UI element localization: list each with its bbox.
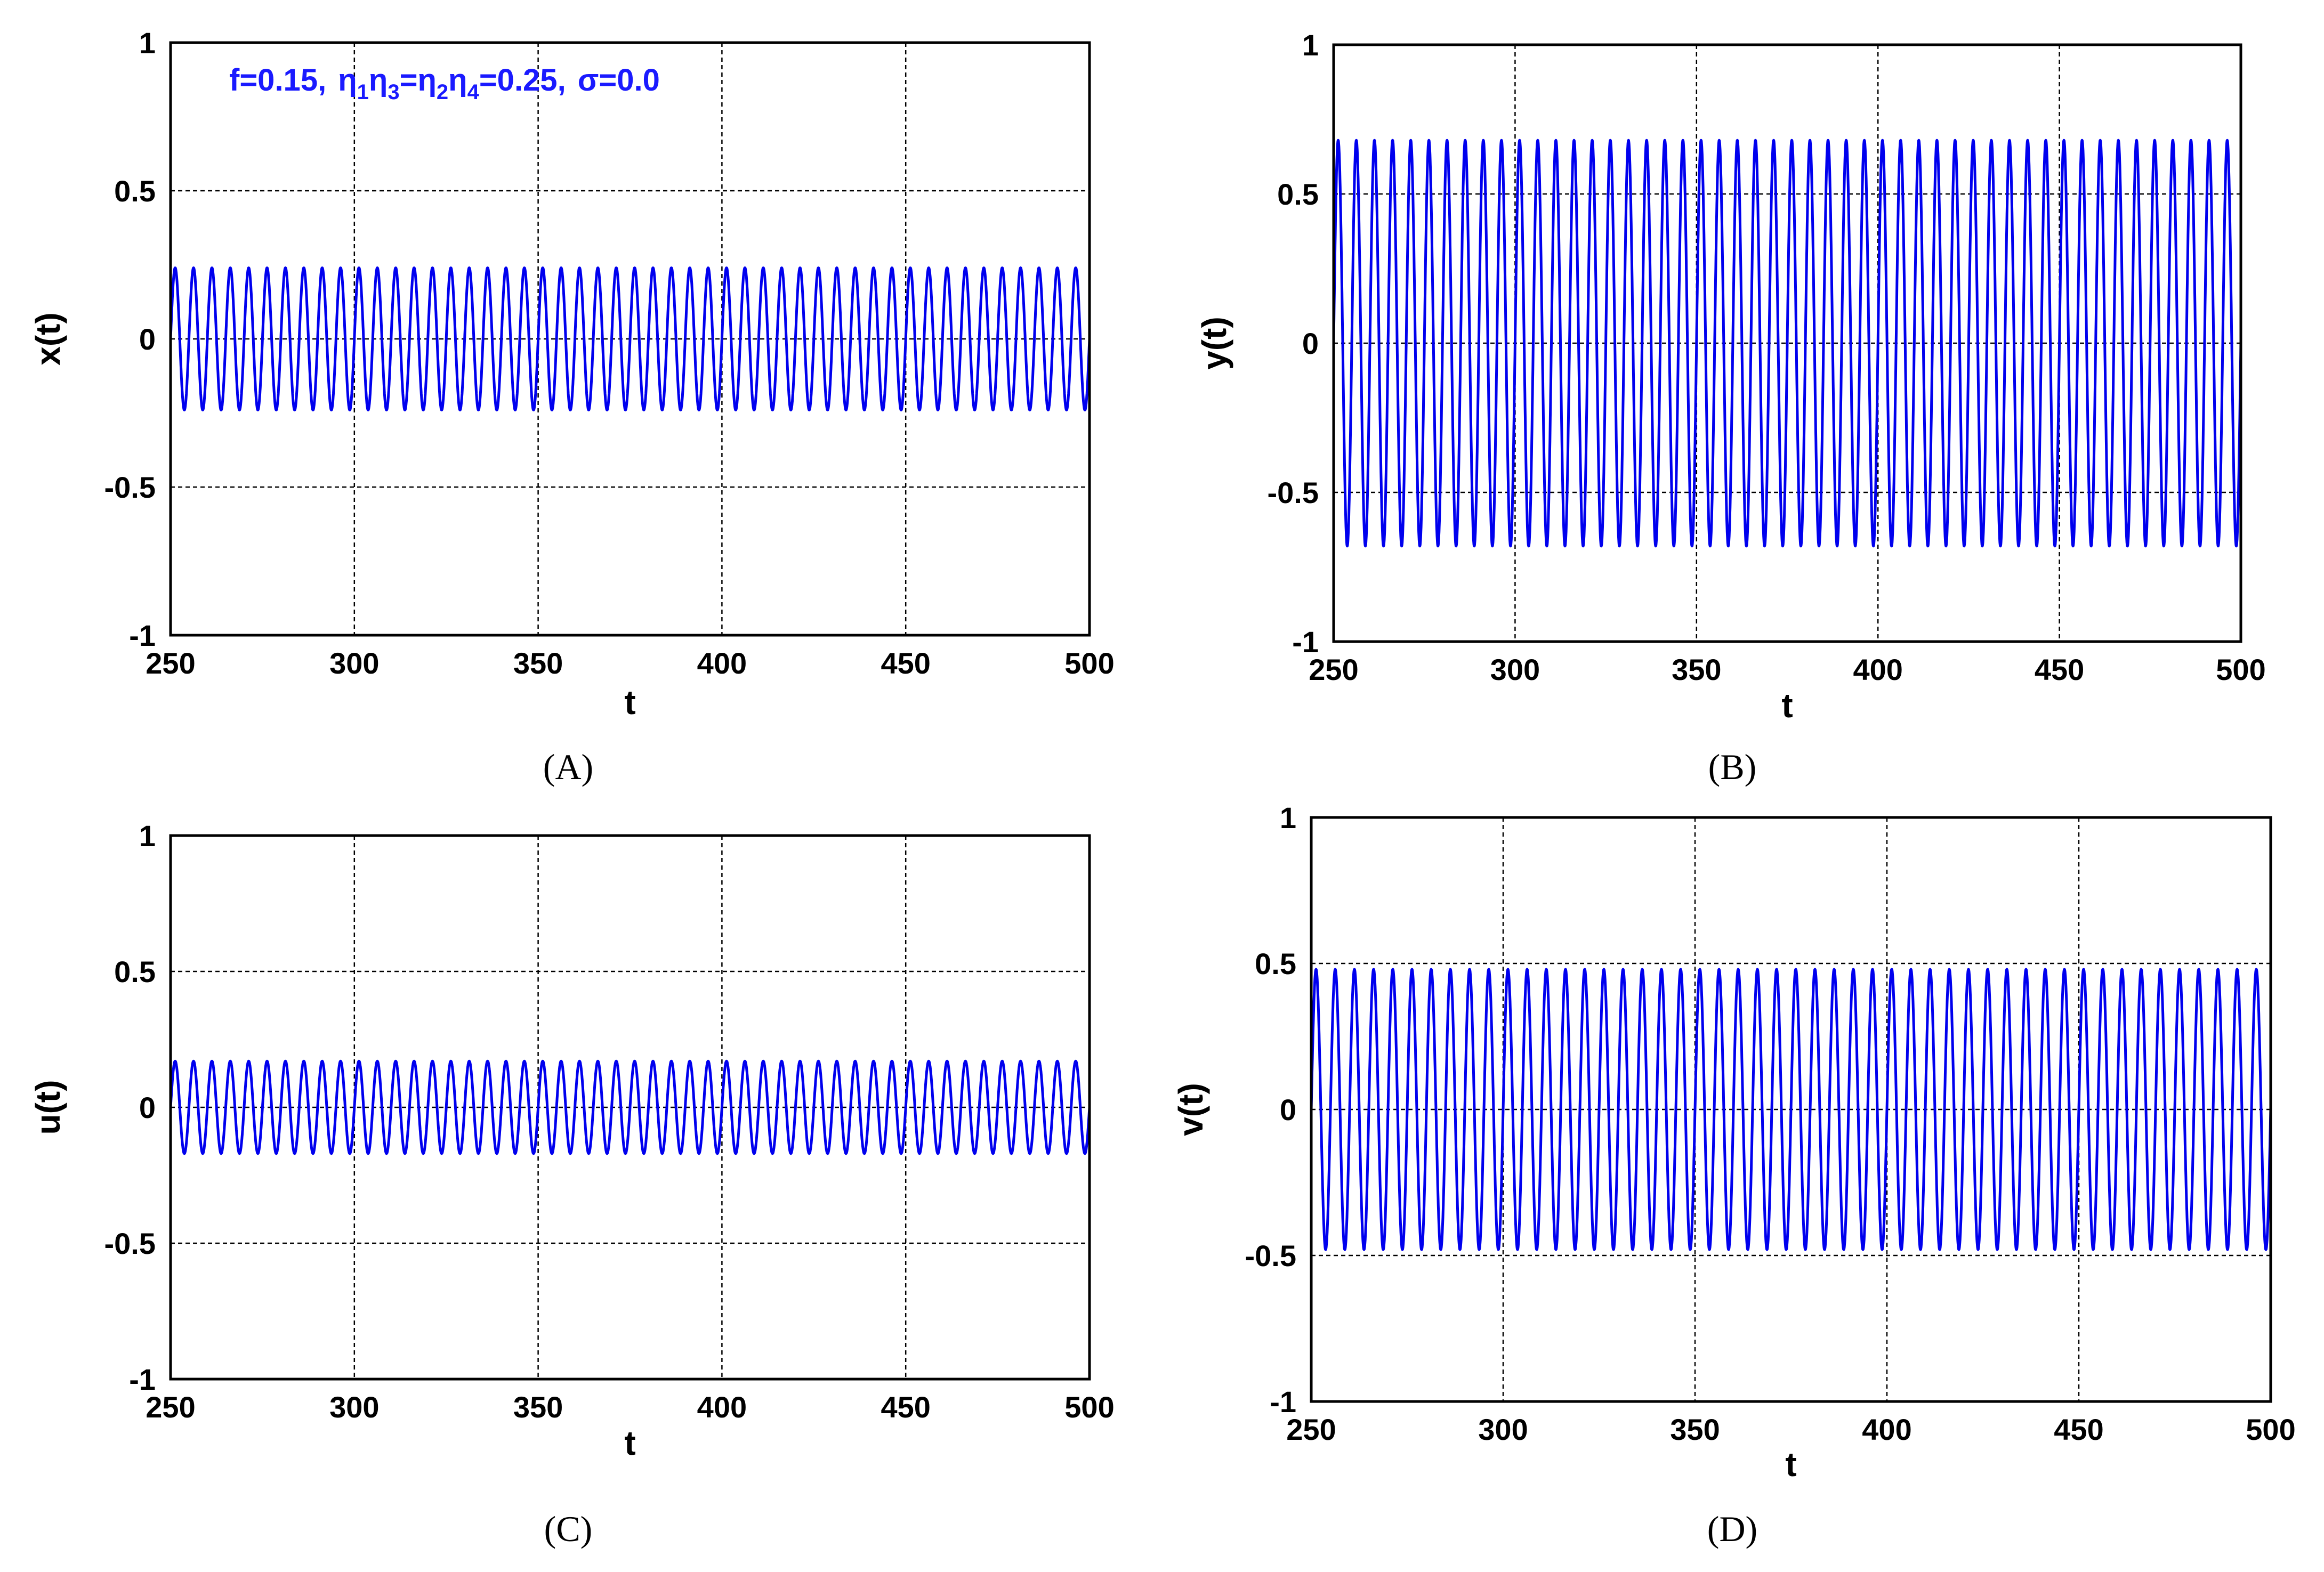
y-tick-label-a: 0 <box>139 322 156 356</box>
panel-label-d: (D) <box>1707 1509 1757 1549</box>
y-tick-label-a: -0.5 <box>104 471 156 504</box>
y-tick-label-a: -1 <box>129 619 156 652</box>
y-tick-label-d: -1 <box>1270 1385 1296 1419</box>
x-tick-label-c: 350 <box>513 1390 563 1424</box>
x-ticks-a: 250 300 350 400 450 500 <box>146 646 1114 680</box>
y-tick-label-d: 0.5 <box>1255 947 1296 981</box>
x-tick-label-d: 350 <box>1670 1413 1720 1446</box>
x-ticks-b: 250 300 350 400 450 500 <box>1309 653 2265 686</box>
y-tick-label-a: 0.5 <box>114 174 156 208</box>
x-axis-label-b: t <box>1781 686 1793 725</box>
x-tick-label-c: 250 <box>146 1390 195 1424</box>
y-tick-label-d: 0 <box>1280 1093 1296 1127</box>
series-line-a <box>169 266 1091 411</box>
y-tick-label-b: 0.5 <box>1277 177 1319 211</box>
panel-c: 250 300 350 400 450 500 -1 -0.5 0 0.5 1 t u(t) (C… <box>29 819 1115 1549</box>
x-tick-label-b: 400 <box>1853 653 1902 686</box>
y-tick-label-a: 1 <box>139 26 156 60</box>
panel-label-a: (A) <box>543 747 593 787</box>
x-tick-label-a: 250 <box>146 646 195 680</box>
series-line-c <box>169 1059 1091 1155</box>
x-tick-label-b: 450 <box>2035 653 2084 686</box>
y-tick-label-d: -0.5 <box>1245 1239 1297 1273</box>
x-tick-label-c: 400 <box>697 1390 747 1424</box>
x-ticks-c: 250 300 350 400 450 500 <box>146 1390 1114 1424</box>
y-tick-label-c: -0.5 <box>104 1227 156 1260</box>
x-tick-label-c: 450 <box>881 1390 930 1424</box>
panel-a: 250 300 350 400 450 500 -1 -0.5 0 0.5 1 t x(t) (A… <box>29 26 1115 787</box>
x-axis-label-a: t <box>624 683 635 722</box>
y-tick-label-c: 0.5 <box>114 955 156 988</box>
y-tick-label-b: 0 <box>1302 327 1319 360</box>
x-tick-label-a: 300 <box>329 646 379 680</box>
plot-frame-c <box>169 834 1091 1381</box>
series-line-d <box>1310 968 2272 1251</box>
panel-d: 250 300 350 400 450 500 -1 -0.5 0 0.5 1 t v(t) (D… <box>1172 801 2296 1549</box>
plot-frame-a <box>169 41 1091 637</box>
panel-label-b: (B) <box>1708 747 1757 787</box>
series-d <box>1310 968 2272 1251</box>
y-tick-label-d: 1 <box>1280 801 1296 834</box>
x-tick-label-a: 500 <box>1064 646 1114 680</box>
x-tick-label-c: 300 <box>329 1390 379 1424</box>
grid-a <box>171 43 1090 635</box>
y-ticks-d: -1 -0.5 0 0.5 1 <box>1245 801 1297 1419</box>
x-tick-label-a: 450 <box>881 646 930 680</box>
x-tick-label-d: 300 <box>1478 1413 1528 1446</box>
y-axis-label-b: y(t) <box>1195 317 1233 370</box>
y-axis-label-c: u(t) <box>29 1080 67 1135</box>
x-tick-label-b: 350 <box>1672 653 1721 686</box>
x-axis-label-c: t <box>624 1424 635 1462</box>
x-ticks-d: 250 300 350 400 450 500 <box>1286 1413 2295 1446</box>
x-tick-label-b: 500 <box>2216 653 2265 686</box>
y-tick-label-c: -1 <box>129 1363 156 1396</box>
x-tick-label-b: 250 <box>1309 653 1358 686</box>
series-a <box>169 266 1091 411</box>
series-b <box>1332 139 2242 548</box>
y-ticks-a: -1 -0.5 0 0.5 1 <box>104 26 156 652</box>
y-tick-label-b: 1 <box>1302 28 1319 62</box>
series-c <box>169 1059 1091 1155</box>
series-line-b <box>1332 139 2242 548</box>
x-tick-label-d: 400 <box>1862 1413 1911 1446</box>
x-axis-label-d: t <box>1785 1445 1796 1484</box>
x-tick-label-b: 300 <box>1490 653 1540 686</box>
parameter-annotation: f=0.15, η1η3=η2η4=0.25, σ=0.0 <box>229 63 660 104</box>
y-axis-label-a: x(t) <box>29 312 67 366</box>
y-tick-label-b: -1 <box>1292 625 1319 659</box>
y-ticks-c: -1 -0.5 0 0.5 1 <box>104 819 156 1396</box>
panel-b: 250 300 350 400 450 500 -1 -0.5 0 0.5 1 t y(t) (B… <box>1195 28 2266 787</box>
x-tick-label-a: 350 <box>513 646 563 680</box>
y-tick-label-c: 1 <box>139 819 156 853</box>
y-axis-label-d: v(t) <box>1172 1083 1210 1136</box>
x-tick-label-d: 450 <box>2054 1413 2103 1446</box>
plot-frame-d <box>1310 816 2272 1403</box>
x-tick-label-a: 400 <box>697 646 747 680</box>
plot-frame-b <box>1332 43 2242 643</box>
x-tick-label-d: 250 <box>1286 1413 1336 1446</box>
y-tick-label-c: 0 <box>139 1091 156 1124</box>
y-tick-label-b: -0.5 <box>1268 476 1319 509</box>
panel-label-c: (C) <box>544 1509 593 1549</box>
x-tick-label-d: 500 <box>2246 1413 2295 1446</box>
x-tick-label-c: 500 <box>1064 1390 1114 1424</box>
y-ticks-b: -1 -0.5 0 0.5 1 <box>1268 28 1319 659</box>
